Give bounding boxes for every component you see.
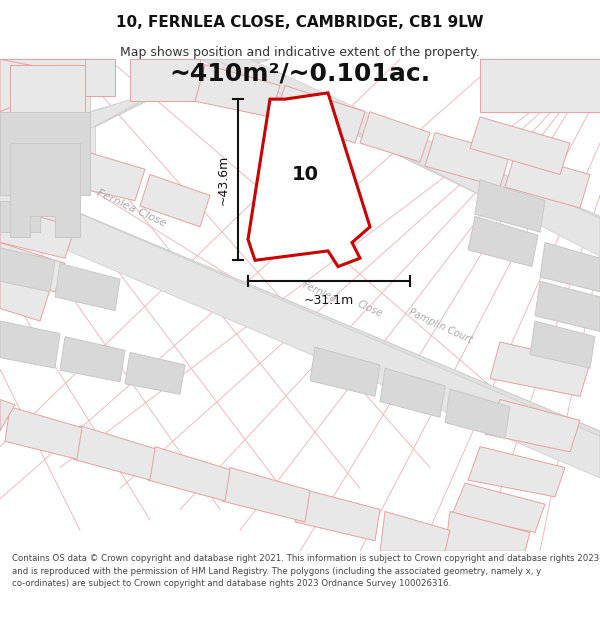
Polygon shape	[445, 389, 510, 438]
Polygon shape	[0, 242, 65, 292]
Polygon shape	[0, 274, 50, 321]
Polygon shape	[0, 399, 15, 431]
Polygon shape	[20, 122, 70, 164]
Polygon shape	[0, 321, 60, 368]
Polygon shape	[0, 248, 55, 292]
Polygon shape	[275, 86, 365, 143]
Text: ~31.1m: ~31.1m	[304, 294, 354, 307]
Polygon shape	[485, 399, 580, 452]
Polygon shape	[310, 347, 380, 396]
Polygon shape	[530, 321, 595, 368]
Polygon shape	[380, 368, 445, 418]
Polygon shape	[425, 132, 510, 187]
Text: Fernlea Close: Fernlea Close	[95, 188, 167, 229]
Polygon shape	[5, 407, 82, 459]
Text: 10, FERNLEA CLOSE, CAMBRIDGE, CB1 9LW: 10, FERNLEA CLOSE, CAMBRIDGE, CB1 9LW	[116, 15, 484, 30]
Polygon shape	[505, 154, 590, 208]
Text: Map shows position and indicative extent of the property.: Map shows position and indicative extent…	[120, 46, 480, 59]
Text: Fernlea: Fernlea	[301, 279, 338, 304]
Polygon shape	[380, 511, 450, 551]
Polygon shape	[195, 64, 280, 117]
Polygon shape	[0, 59, 260, 177]
Polygon shape	[0, 59, 55, 112]
Polygon shape	[10, 59, 115, 96]
Polygon shape	[215, 59, 600, 256]
Polygon shape	[248, 93, 370, 267]
Text: Pamplin Court: Pamplin Court	[407, 307, 473, 346]
Polygon shape	[468, 447, 565, 497]
Polygon shape	[55, 264, 120, 311]
Polygon shape	[55, 122, 90, 164]
Polygon shape	[125, 352, 185, 394]
Polygon shape	[10, 143, 80, 238]
Polygon shape	[200, 59, 600, 253]
Polygon shape	[148, 447, 230, 501]
Polygon shape	[0, 201, 40, 232]
Polygon shape	[0, 180, 600, 478]
Polygon shape	[73, 426, 155, 480]
Polygon shape	[535, 281, 600, 331]
Polygon shape	[360, 112, 430, 162]
Polygon shape	[65, 148, 145, 201]
Polygon shape	[10, 64, 85, 132]
Polygon shape	[480, 59, 600, 112]
Polygon shape	[222, 468, 310, 522]
Polygon shape	[0, 143, 70, 180]
Polygon shape	[0, 206, 75, 258]
Polygon shape	[470, 117, 570, 174]
Polygon shape	[0, 132, 60, 174]
Polygon shape	[490, 342, 590, 396]
Text: ~43.6m: ~43.6m	[217, 154, 230, 205]
Text: 10: 10	[292, 165, 319, 184]
Text: Close: Close	[356, 298, 384, 319]
Polygon shape	[468, 216, 538, 267]
Polygon shape	[0, 59, 270, 174]
Polygon shape	[295, 489, 380, 541]
Polygon shape	[0, 112, 90, 196]
Polygon shape	[15, 117, 95, 169]
Polygon shape	[60, 337, 125, 382]
Polygon shape	[5, 59, 90, 138]
Text: Contains OS data © Crown copyright and database right 2021. This information is : Contains OS data © Crown copyright and d…	[12, 554, 599, 588]
Polygon shape	[0, 59, 90, 132]
Polygon shape	[140, 174, 210, 227]
Polygon shape	[445, 511, 530, 551]
Polygon shape	[475, 180, 545, 232]
Polygon shape	[0, 180, 600, 472]
Polygon shape	[130, 59, 200, 101]
Polygon shape	[540, 242, 600, 292]
Polygon shape	[452, 483, 545, 532]
Text: ~410m²/~0.101ac.: ~410m²/~0.101ac.	[169, 61, 431, 86]
